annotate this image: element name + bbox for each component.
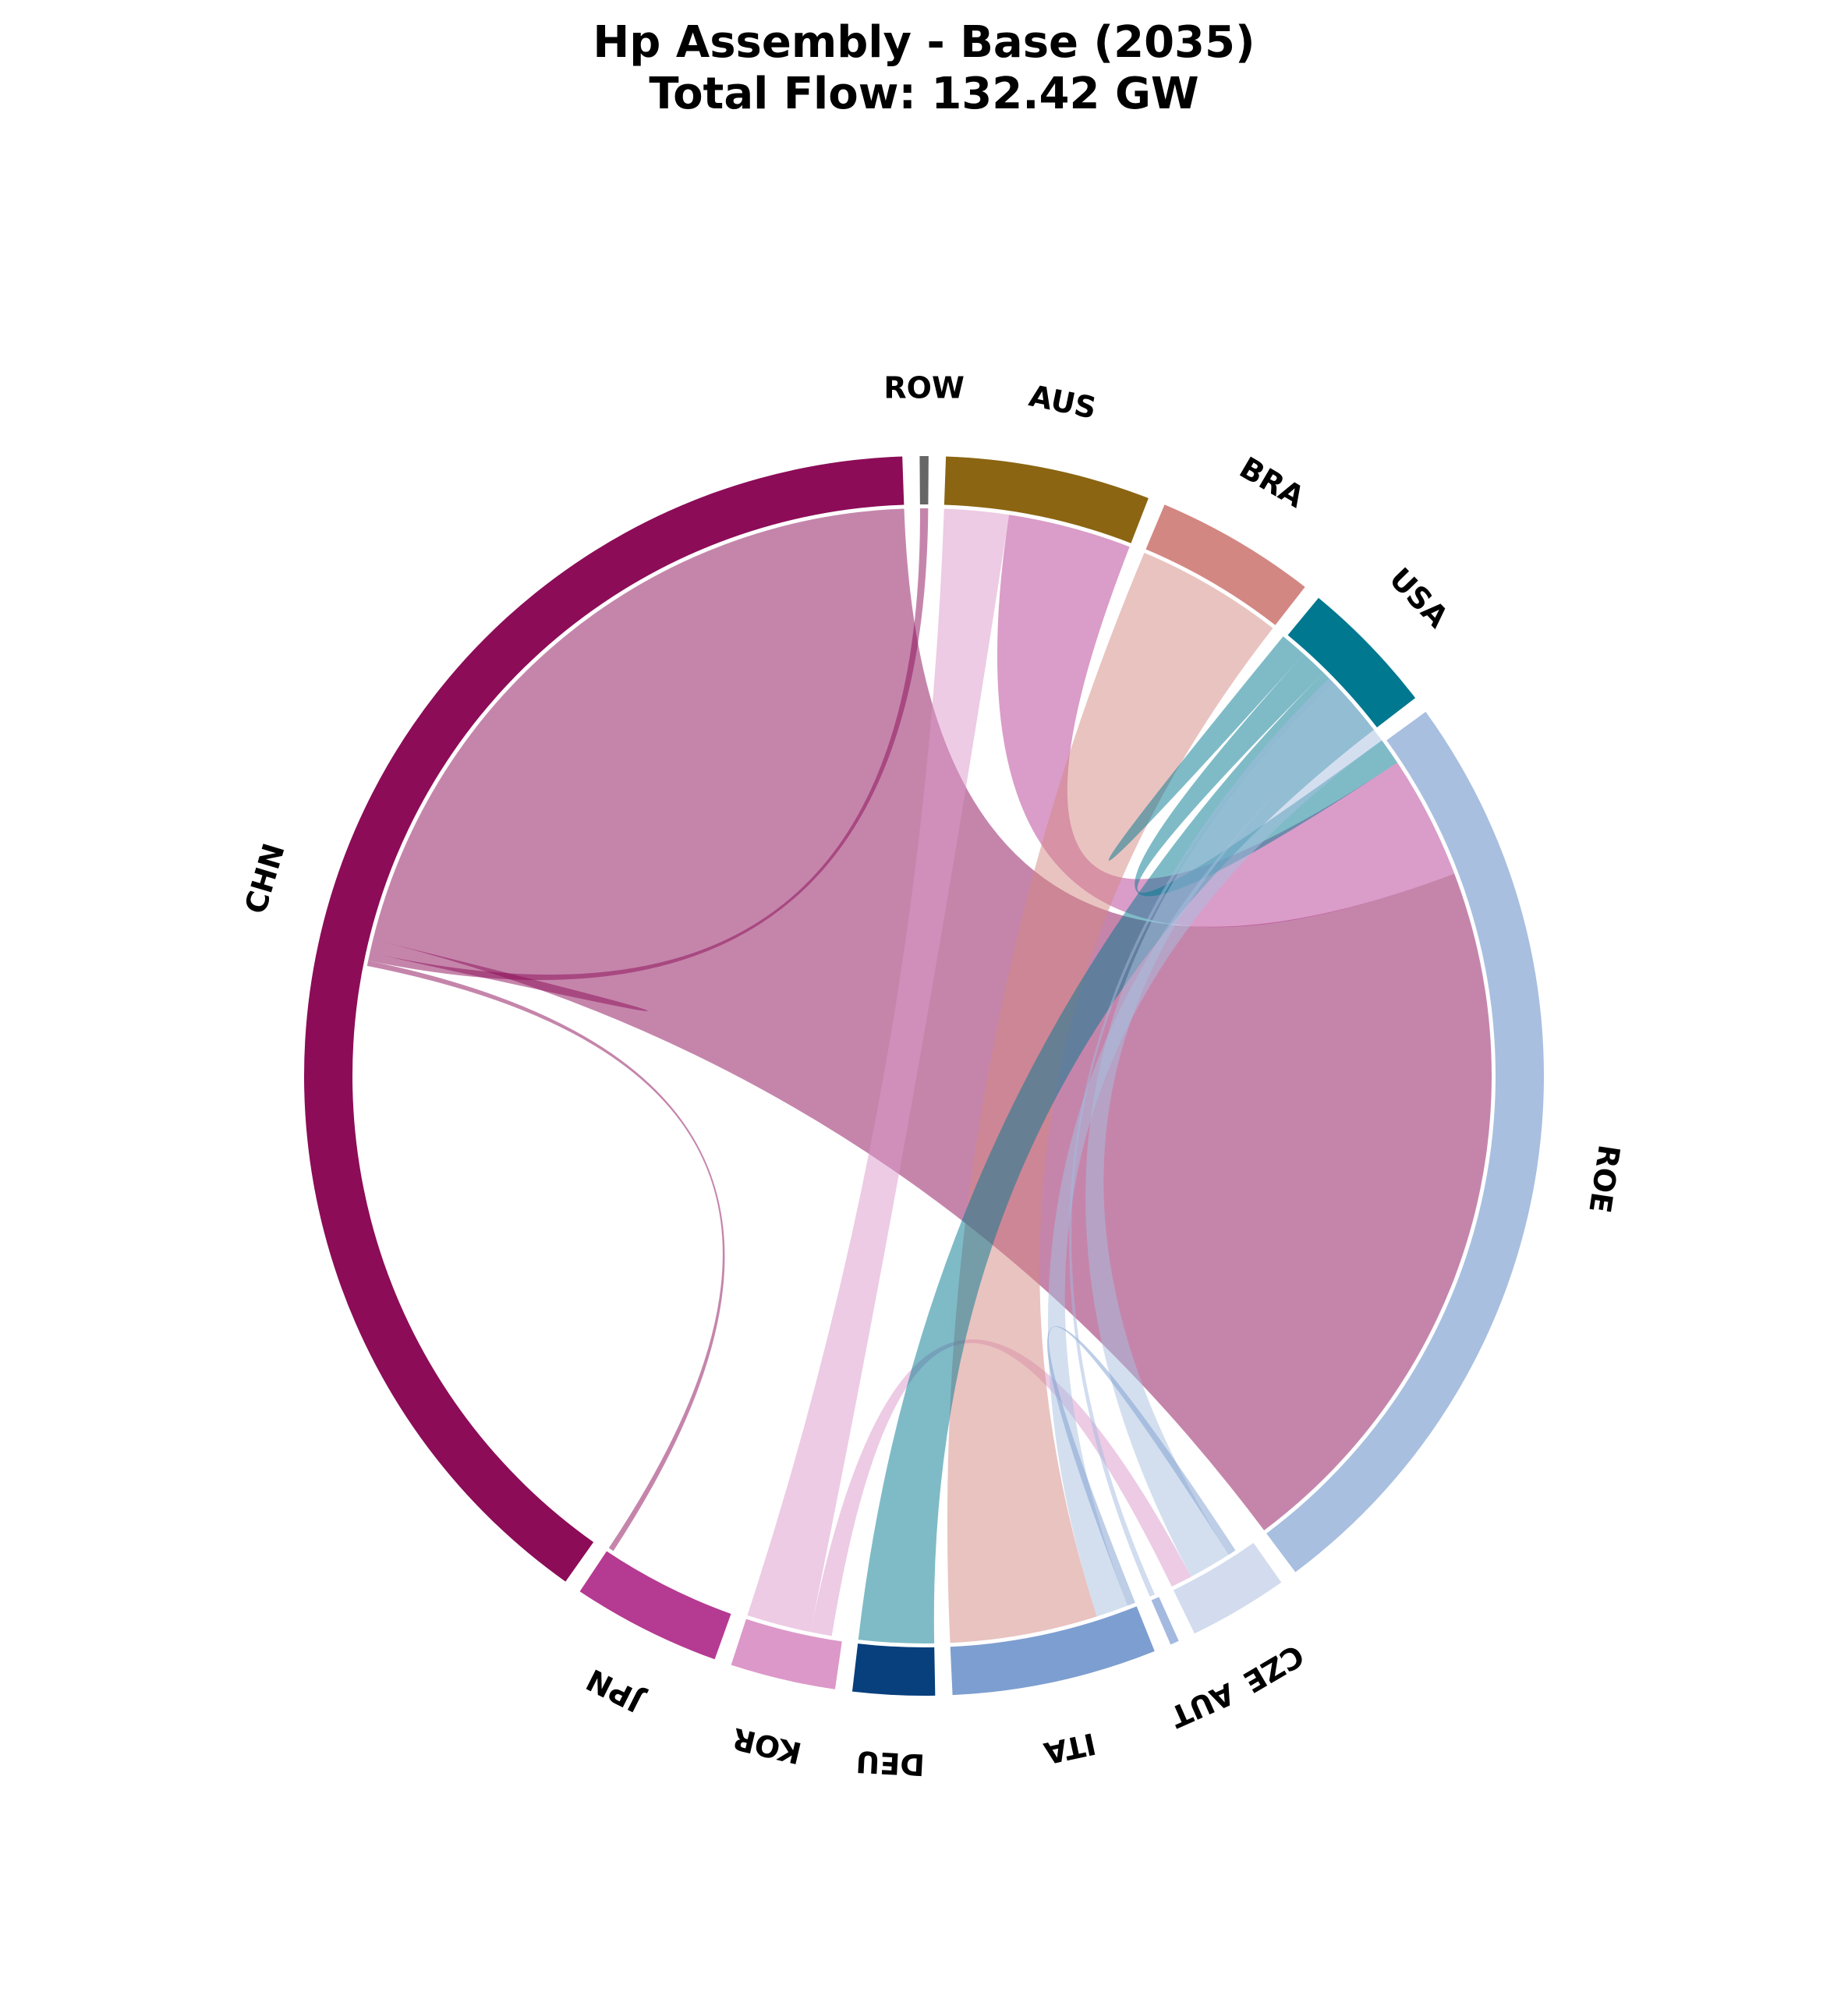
label-jpn: JPN <box>581 1662 650 1720</box>
arc-layer <box>303 455 1545 1696</box>
label-cze: CZE <box>1237 1637 1309 1699</box>
arc-kor <box>731 1619 842 1689</box>
ribbon-chn-roe <box>373 508 1492 1530</box>
arc-aus <box>943 456 1149 543</box>
arc-usa <box>1287 597 1416 728</box>
arc-cze <box>1173 1542 1282 1634</box>
arc-bra <box>1145 504 1305 625</box>
ribbon-ita-roe <box>1047 714 1382 1617</box>
label-chn: CHN <box>238 840 291 918</box>
chart-subtitle: Total Flow: 132.42 GW <box>649 69 1199 119</box>
ribbon-chn-jpn <box>366 961 725 1551</box>
label-kor: KOR <box>729 1721 805 1771</box>
label-bra: BRA <box>1234 451 1310 515</box>
ribbon-roe-aus <box>997 515 1455 928</box>
arc-ita <box>950 1606 1155 1696</box>
arc-roe <box>1266 712 1545 1573</box>
ribbon-usa-usa <box>1108 636 1305 861</box>
label-aus: AUS <box>1026 378 1099 425</box>
ribbon-kor-aus <box>747 508 1009 1633</box>
label-roe: ROE <box>1582 1143 1627 1215</box>
ribbon-layer <box>366 508 1492 1643</box>
label-ita: ITA <box>1040 1726 1099 1771</box>
ribbon-ita-bra <box>947 553 1273 1643</box>
label-deu: DEU <box>855 1744 926 1781</box>
chart-title-block: Hp Assembly - Base (2035) Total Flow: 13… <box>0 17 1848 120</box>
ribbon-usa-roe <box>1135 653 1398 897</box>
arc-row <box>919 455 929 505</box>
label-usa: USA <box>1382 561 1455 635</box>
label-row: ROW <box>883 371 964 405</box>
arc-aut <box>1151 1597 1179 1645</box>
arc-jpn <box>579 1551 731 1660</box>
chart-title: Hp Assembly - Base (2035) <box>593 17 1255 68</box>
label-aut: AUT <box>1165 1676 1240 1735</box>
arc-chn <box>303 456 905 1582</box>
arc-deu <box>851 1643 936 1696</box>
